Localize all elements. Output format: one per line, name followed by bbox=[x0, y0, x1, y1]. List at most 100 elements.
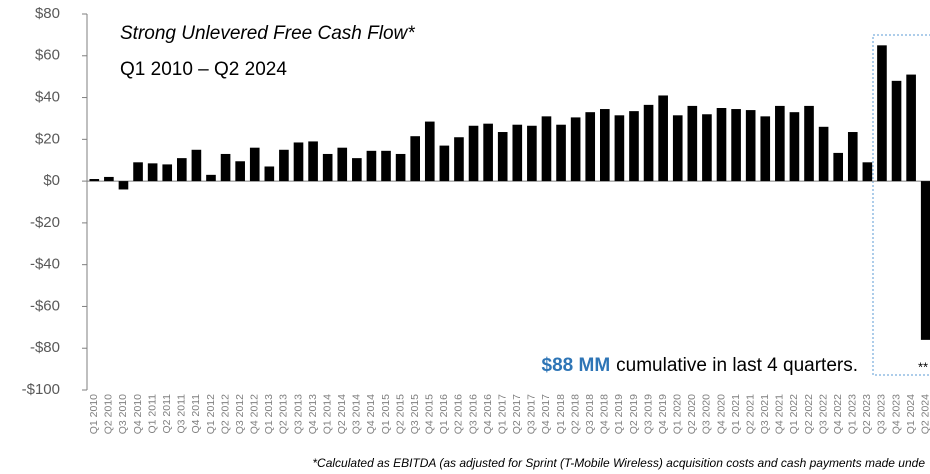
bar bbox=[366, 150, 377, 182]
x-tick-label: Q4 2011 bbox=[190, 394, 202, 434]
x-tick-label: Q1 2017 bbox=[496, 394, 508, 434]
x-tick-label: Q3 2014 bbox=[351, 394, 363, 434]
x-tick-label: Q2 2016 bbox=[453, 394, 465, 434]
bar bbox=[512, 124, 523, 182]
bar bbox=[191, 149, 202, 182]
x-tick-label: Q4 2013 bbox=[307, 394, 319, 434]
y-tick-label: $60 bbox=[35, 47, 60, 64]
y-tick-label: $40 bbox=[35, 89, 60, 106]
bar bbox=[352, 158, 362, 182]
bar bbox=[804, 105, 814, 182]
x-tick-label: Q1 2010 bbox=[88, 394, 100, 434]
bar bbox=[847, 132, 858, 182]
bar bbox=[745, 110, 756, 182]
x-tick-label: Q2 2015 bbox=[394, 394, 406, 434]
x-tick-label: Q2 2014 bbox=[336, 394, 348, 434]
x-tick-label: Q2 2024 bbox=[919, 394, 930, 434]
y-tick-label: $0 bbox=[43, 172, 60, 189]
x-tick-label: Q4 2016 bbox=[482, 394, 494, 434]
bar bbox=[541, 116, 552, 182]
bar bbox=[775, 105, 785, 182]
highlight-annotation: $88 MM cumulative in last 4 quarters. bbox=[542, 355, 858, 376]
x-tick-label: Q4 2022 bbox=[832, 394, 844, 434]
x-tick-label: Q4 2017 bbox=[540, 394, 552, 434]
highlight-text: cumulative in last 4 quarters. bbox=[616, 355, 858, 376]
bar bbox=[395, 153, 406, 182]
bar bbox=[731, 109, 741, 182]
bar bbox=[629, 111, 639, 182]
bar bbox=[264, 166, 275, 182]
chart-subtitle: Q1 2010 – Q2 2024 bbox=[120, 59, 287, 80]
bar bbox=[220, 153, 231, 182]
x-tick-label: Q4 2018 bbox=[599, 394, 611, 434]
x-tick-label: Q3 2015 bbox=[409, 394, 421, 434]
x-tick-label: Q4 2019 bbox=[657, 394, 669, 434]
x-tick-label: Q3 2016 bbox=[467, 394, 479, 434]
x-tick-label: Q4 2010 bbox=[132, 394, 144, 434]
bar bbox=[672, 115, 683, 182]
x-tick-label: Q1 2021 bbox=[730, 394, 742, 434]
x-tick-label: Q2 2013 bbox=[278, 394, 290, 434]
bar bbox=[235, 161, 245, 182]
bar bbox=[658, 95, 668, 182]
y-tick-label: $20 bbox=[35, 130, 60, 147]
bar bbox=[322, 153, 333, 182]
x-tick-label: Q2 2011 bbox=[161, 394, 173, 434]
note: ** bbox=[918, 359, 928, 374]
bar bbox=[497, 132, 508, 182]
bar bbox=[556, 124, 566, 182]
x-tick-label: Q1 2020 bbox=[672, 394, 684, 434]
bar bbox=[862, 162, 873, 182]
x-tick-label: Q3 2012 bbox=[234, 394, 246, 434]
x-tick-label: Q2 2018 bbox=[569, 394, 581, 434]
bar bbox=[337, 147, 348, 182]
x-tick-label: Q3 2011 bbox=[176, 394, 188, 434]
bar bbox=[920, 181, 930, 340]
x-tick-label: Q4 2021 bbox=[774, 394, 786, 434]
x-tick-label: Q2 2022 bbox=[803, 394, 815, 434]
x-tick-label: Q4 2020 bbox=[715, 394, 727, 434]
x-tick-label: Q1 2019 bbox=[613, 394, 625, 434]
footnote: *Calculated as EBITDA (as adjusted for S… bbox=[312, 456, 925, 470]
bar bbox=[410, 136, 421, 182]
x-tick-label: Q2 2020 bbox=[686, 394, 698, 434]
x-tick-label: Q1 2011 bbox=[146, 394, 158, 434]
x-tick-label: Q3 2022 bbox=[817, 394, 829, 434]
x-tick-label: Q2 2019 bbox=[628, 394, 640, 434]
x-tick-label: Q2 2021 bbox=[744, 394, 756, 434]
bar bbox=[527, 125, 537, 182]
bar bbox=[104, 176, 114, 182]
bar bbox=[147, 163, 158, 182]
x-tick-label: Q3 2010 bbox=[117, 394, 129, 434]
y-tick-label: $80 bbox=[35, 5, 60, 22]
bar bbox=[833, 152, 844, 182]
x-tick-label: Q1 2018 bbox=[555, 394, 567, 434]
x-tick-label: Q2 2010 bbox=[103, 394, 115, 434]
y-tick-label: -$20 bbox=[30, 214, 60, 231]
bar bbox=[702, 114, 712, 182]
x-tick-label: Q2 2023 bbox=[861, 394, 873, 434]
y-tick-label: -$100 bbox=[22, 381, 60, 398]
bar bbox=[162, 164, 173, 182]
bar bbox=[877, 45, 887, 182]
x-tick-label: Q3 2018 bbox=[584, 394, 596, 434]
bar bbox=[176, 158, 187, 182]
x-tick-label: Q2 2017 bbox=[511, 394, 523, 434]
x-tick-label: Q1 2023 bbox=[847, 394, 859, 434]
x-tick-label: Q1 2024 bbox=[905, 394, 917, 434]
bar bbox=[468, 125, 479, 182]
bar bbox=[454, 137, 464, 182]
x-tick-label: Q1 2015 bbox=[380, 394, 392, 434]
x-tick-label: Q3 2017 bbox=[526, 394, 538, 434]
bar bbox=[89, 179, 100, 182]
bar bbox=[206, 174, 216, 182]
bar bbox=[483, 123, 493, 182]
bar bbox=[424, 121, 435, 182]
x-tick-label: Q1 2013 bbox=[263, 394, 275, 434]
highlight-box bbox=[872, 34, 930, 376]
bar bbox=[570, 117, 581, 182]
y-tick-label: -$60 bbox=[30, 297, 60, 314]
bar bbox=[599, 109, 610, 182]
bar bbox=[381, 150, 391, 182]
